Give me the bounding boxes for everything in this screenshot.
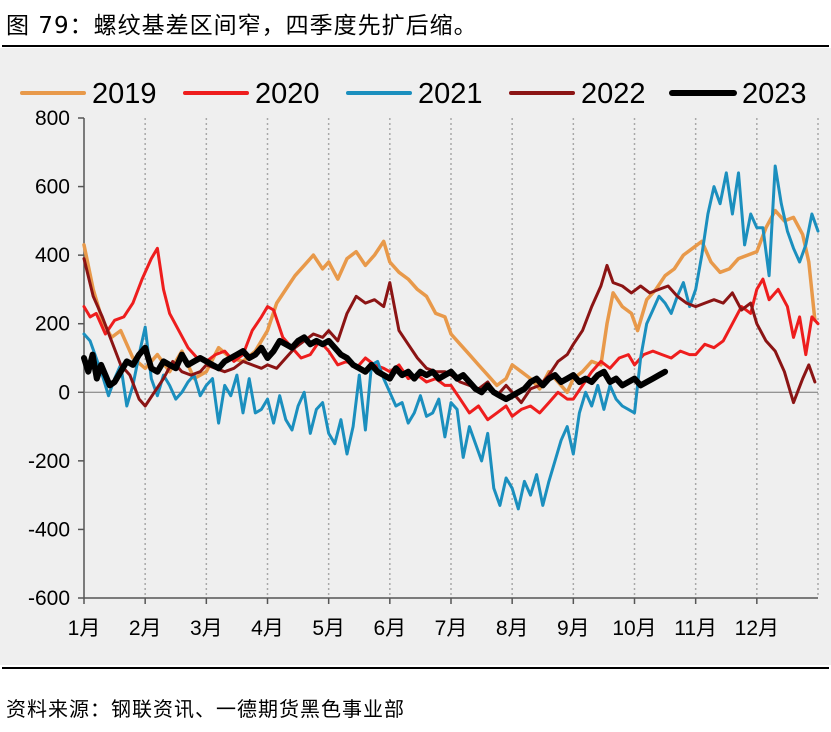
x-tick-label-9: 10月: [612, 617, 656, 640]
legend: 2019 2020 2021 2022 2023: [20, 78, 807, 110]
title-rule: [2, 45, 829, 47]
legend-label-2019: 2019: [92, 78, 157, 110]
source-rule: [2, 667, 829, 669]
series-line-2021: [82, 164, 820, 511]
x-tick-label-4: 5月: [312, 617, 345, 640]
source-note: 资料来源：钢联资讯、一德期货黑色事业部: [6, 697, 405, 721]
x-tick-label-8: 9月: [557, 617, 590, 640]
x-tick-label-5: 6月: [373, 617, 406, 640]
x-tick-label-0: 1月: [68, 617, 101, 640]
x-tick-label-2: 3月: [190, 617, 223, 640]
y-tick-label-3: 200: [35, 313, 70, 336]
series-lines: [81, 164, 820, 511]
basis-line-chart: 800 600 400 200 0 -200 -400 -600 1月 2月 3月 4月 5月 6月 7月 8…: [0, 48, 831, 665]
x-tick-label-3: 4月: [251, 617, 284, 640]
chart-panel: 800 600 400 200 0 -200 -400 -600 1月 2月 3月 4月 5月 6月 7月 8…: [0, 48, 831, 665]
legend-label-2021: 2021: [418, 78, 483, 110]
x-tick-label-1: 2月: [129, 617, 162, 640]
y-tick-label-2: 400: [35, 244, 70, 267]
figure-title: 图 79：螺纹基差区间窄，四季度先扩后缩。: [6, 13, 478, 39]
legend-label-2023: 2023: [742, 78, 807, 110]
y-tick-label-7: -600: [28, 587, 70, 610]
y-tick-label-4: 0: [58, 381, 70, 404]
y-tick-label-0: 800: [35, 107, 70, 130]
y-tick-label-6: -400: [28, 518, 70, 541]
x-tick-label-6: 7月: [435, 617, 468, 640]
y-tick-label-1: 600: [35, 176, 70, 199]
x-tick-label-7: 8月: [496, 617, 529, 640]
x-tick-label-11: 12月: [735, 617, 779, 640]
legend-label-2022: 2022: [581, 78, 646, 110]
y-tick-label-5: -200: [28, 450, 70, 473]
x-tick-label-10: 11月: [674, 617, 717, 640]
legend-label-2020: 2020: [255, 78, 320, 110]
series-line-2023: [81, 334, 669, 403]
axes: 800 600 400 200 0 -200 -400 -600 1月 2月 3月 4月 5月 6月 7月 8…: [28, 107, 818, 640]
